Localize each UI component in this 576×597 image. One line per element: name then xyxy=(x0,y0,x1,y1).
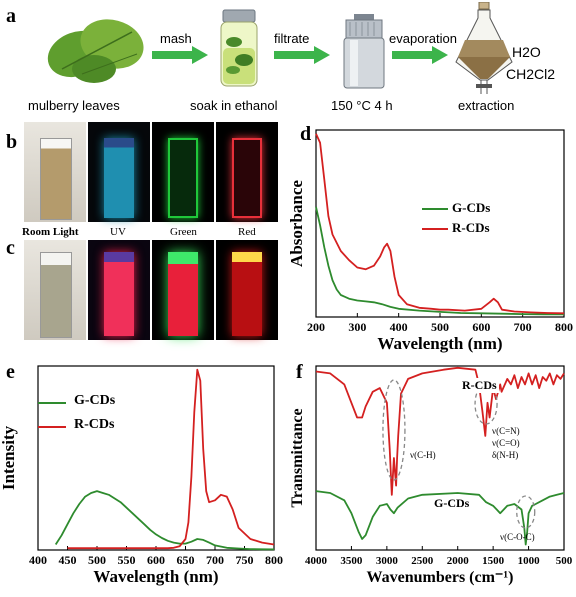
cuvette-c-green xyxy=(168,252,198,336)
legend-d-r-label: R-CDs xyxy=(452,220,490,235)
x-tick-label: 800 xyxy=(265,553,283,567)
x-tick-label: 200 xyxy=(307,320,325,334)
arrow-label-evaporation: evaporation xyxy=(389,31,457,46)
cuvette-c-red xyxy=(232,252,262,336)
y-axis-label: Intensity xyxy=(0,425,18,490)
green-arrow-icon xyxy=(152,46,208,64)
caption-extraction: extraction xyxy=(458,98,515,113)
panel-label-e: e xyxy=(6,361,15,383)
emission-chart: 400 450 500 550 600 650 700 750 800 Wavelength (n… xyxy=(0,365,283,586)
x-tick-label: 600 xyxy=(472,320,490,334)
cuvette-b-green xyxy=(168,138,198,218)
legend-e-g-swatch xyxy=(38,402,66,404)
x-axis-label: Wavelength (nm) xyxy=(93,567,218,586)
cuvette-b-room xyxy=(40,138,72,220)
ftir-highlight-cn xyxy=(474,383,498,425)
series-line-r-cds xyxy=(67,368,275,550)
arrow-label-mash: mash xyxy=(160,31,192,46)
ftir-highlight-ch xyxy=(382,379,406,481)
x-tick-label: 1000 xyxy=(518,555,541,567)
panel-label-f: f xyxy=(296,361,303,383)
x-tick-label: 500 xyxy=(431,320,449,334)
caption-soak-in-ethanol: soak in ethanol xyxy=(190,98,278,113)
separatory-funnel-image xyxy=(455,2,513,94)
x-tick-label: 450 xyxy=(59,553,77,567)
panel-label-b: b xyxy=(6,131,18,153)
ftir-nh-annotation: δ(N-H) xyxy=(492,450,519,460)
plot-frame xyxy=(315,365,565,551)
green-arrow-icon xyxy=(392,46,448,64)
absorbance-chart: 200 300 400 500 600 700 800 Wavelength (nm) Abso… xyxy=(290,129,573,353)
autoclave-image xyxy=(343,14,385,89)
series-line-g-cds xyxy=(315,490,565,546)
mulberry-leaves-image xyxy=(47,19,144,83)
x-tick-label: 800 xyxy=(555,320,573,334)
ftir-cn-annotation: ν(C=N) xyxy=(492,426,520,436)
ftir-co-annotation: ν(C=O) xyxy=(492,438,520,448)
cuvette-c-room xyxy=(40,252,72,338)
cuvette-label-uv: UV xyxy=(110,226,126,238)
cuvette-label-room-light: Room Light xyxy=(22,226,79,238)
x-tick-label: 300 xyxy=(348,320,366,334)
cuvette-b-uv xyxy=(104,138,134,218)
x-tick-label: 3500 xyxy=(340,555,363,567)
legend-e-r-swatch xyxy=(38,426,66,428)
panel-label-c: c xyxy=(6,237,15,259)
ftir-coc-annotation: ν(C-O-C) xyxy=(500,532,535,542)
x-tick-label: 500 xyxy=(556,555,573,567)
x-tick-label: 650 xyxy=(177,553,195,567)
ftir-ch-annotation: ν(C-H) xyxy=(410,450,436,460)
series-line-r-cds xyxy=(315,366,565,496)
ftir-g-label: G-CDs xyxy=(432,496,472,511)
x-tick-label: 1500 xyxy=(482,555,505,567)
x-axis-label: Wavenumbers (cm⁻¹) xyxy=(367,569,514,586)
x-tick-label: 550 xyxy=(118,553,136,567)
plot-frame xyxy=(315,129,565,318)
x-tick-label: 700 xyxy=(206,553,224,567)
ftir-r-label: R-CDs xyxy=(460,378,499,393)
legend-e-r-label: R-CDs xyxy=(74,417,115,432)
x-axis-label: Wavelength (nm) xyxy=(377,334,502,353)
x-tick-label: 2500 xyxy=(411,555,434,567)
y-axis-label: Absorbance xyxy=(290,180,306,267)
ftir-chart: 4000 3500 3000 2500 2000 1500 1000 500 Wavenumbe… xyxy=(290,365,573,586)
x-tick-label: 400 xyxy=(29,553,47,567)
ethanol-jar-image xyxy=(220,9,258,87)
legend-e-g-label: G-CDs xyxy=(74,393,116,408)
y-axis-label: Transmittance xyxy=(290,408,306,507)
x-tick-label: 4000 xyxy=(305,555,328,567)
x-tick-label: 500 xyxy=(88,553,106,567)
caption-150c-4h: 150 °C 4 h xyxy=(331,98,393,113)
cuvette-b-red xyxy=(232,138,262,218)
x-tick-label: 3000 xyxy=(376,555,399,567)
x-tick-label: 750 xyxy=(236,553,254,567)
series-line-r-cds xyxy=(315,133,565,315)
cuvette-label-red: Red xyxy=(238,226,256,238)
series-line-g-cds xyxy=(54,490,275,551)
series-line-g-cds xyxy=(315,206,565,316)
x-tick-label: 2000 xyxy=(447,555,470,567)
cuvette-c-uv xyxy=(104,252,134,336)
panel-label-d: d xyxy=(300,123,312,145)
cuvette-label-green: Green xyxy=(170,226,197,238)
arrow-label-filtrate: filtrate xyxy=(274,31,310,46)
panel-label-a: a xyxy=(6,5,16,27)
x-tick-label: 700 xyxy=(514,320,532,334)
legend-d-r-swatch xyxy=(422,228,448,230)
green-arrow-icon xyxy=(274,46,330,64)
x-tick-label: 600 xyxy=(147,553,165,567)
caption-mulberry-leaves: mulberry leaves xyxy=(28,98,120,113)
funnel-label-ch2cl2: CH2Cl2 xyxy=(506,66,556,82)
funnel-label-h2o: H2O xyxy=(512,44,541,60)
legend-d-g-swatch xyxy=(422,208,448,210)
ftir-highlight-coc xyxy=(516,495,536,529)
x-tick-label: 400 xyxy=(390,320,408,334)
legend-d-g-label: G-CDs xyxy=(452,200,491,215)
